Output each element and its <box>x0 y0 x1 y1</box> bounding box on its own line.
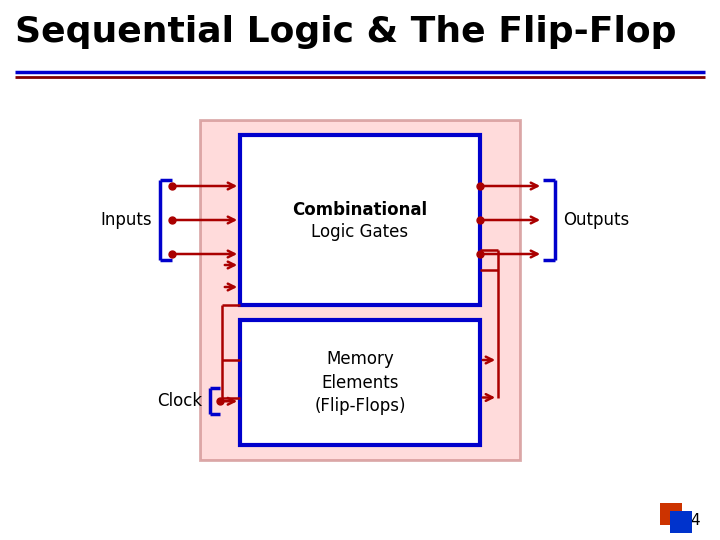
Bar <box>670 511 692 533</box>
Text: Outputs: Outputs <box>563 211 629 229</box>
Text: Memory
Elements
(Flip-Flops): Memory Elements (Flip-Flops) <box>314 350 406 415</box>
Text: Clock: Clock <box>157 392 202 410</box>
Text: Logic Gates: Logic Gates <box>312 223 408 241</box>
Bar <box>200 120 520 460</box>
Text: Sequential Logic & The Flip-Flop: Sequential Logic & The Flip-Flop <box>15 15 677 49</box>
Bar <box>240 320 480 445</box>
Bar <box>240 135 480 305</box>
Text: Inputs: Inputs <box>100 211 152 229</box>
Bar <box>660 503 682 525</box>
Text: 4: 4 <box>690 513 700 528</box>
Text: Combinational: Combinational <box>292 201 428 219</box>
